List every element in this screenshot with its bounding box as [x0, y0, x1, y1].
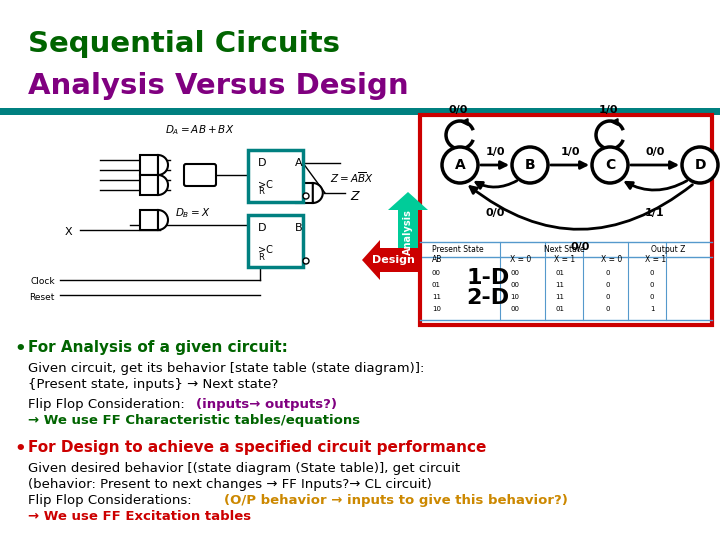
Text: 0: 0	[606, 282, 611, 288]
Text: 1: 1	[649, 306, 654, 312]
Text: >C: >C	[258, 245, 273, 255]
Text: For Design to achieve a specified circuit performance: For Design to achieve a specified circui…	[28, 440, 487, 455]
Text: 11: 11	[556, 282, 564, 288]
Text: AB: AB	[432, 255, 442, 265]
Text: Sequential Circuits: Sequential Circuits	[28, 30, 340, 58]
Text: For Analysis of a given circuit:: For Analysis of a given circuit:	[28, 340, 288, 355]
Text: Present State: Present State	[432, 245, 484, 253]
Text: X: X	[64, 227, 72, 237]
Text: R: R	[258, 187, 264, 197]
Text: 0: 0	[606, 294, 611, 300]
Text: R: R	[258, 253, 264, 261]
Circle shape	[592, 147, 628, 183]
Circle shape	[442, 147, 478, 183]
Text: 0: 0	[649, 270, 654, 276]
Bar	[18, 115, 418, 325]
Polygon shape	[362, 240, 422, 280]
Circle shape	[682, 147, 718, 183]
Text: A: A	[454, 158, 465, 172]
Text: 10: 10	[510, 294, 520, 300]
Text: B: B	[295, 223, 302, 233]
Text: 00: 00	[510, 270, 520, 276]
Text: D: D	[258, 223, 266, 233]
Text: (behavior: Present to next changes → FF Inputs?→ CL circuit): (behavior: Present to next changes → FF …	[28, 478, 432, 491]
Text: Design: Design	[372, 255, 415, 265]
Text: 0: 0	[649, 282, 654, 288]
Circle shape	[512, 147, 548, 183]
Text: X = 0: X = 0	[510, 255, 531, 265]
Bar	[140, 175, 158, 195]
Text: •: •	[14, 440, 26, 458]
Wedge shape	[158, 210, 168, 230]
Wedge shape	[312, 183, 323, 203]
Text: 0: 0	[606, 270, 611, 276]
Text: 11: 11	[432, 294, 441, 300]
Text: 1/0: 1/0	[560, 147, 580, 157]
Bar	[296, 183, 312, 203]
Wedge shape	[158, 155, 168, 175]
Text: 1-D: 1-D	[467, 268, 510, 288]
Text: 01: 01	[432, 282, 441, 288]
Text: 01: 01	[556, 306, 564, 312]
Text: (O/P behavior → inputs to give this behavior?): (O/P behavior → inputs to give this beha…	[224, 494, 568, 507]
FancyBboxPatch shape	[248, 215, 303, 267]
Text: Given circuit, get its behavior [state table (state diagram)]:: Given circuit, get its behavior [state t…	[28, 362, 424, 375]
Text: 1/1: 1/1	[645, 208, 665, 218]
Text: {Present state, inputs} → Next state?: {Present state, inputs} → Next state?	[28, 378, 278, 391]
Text: B: B	[525, 158, 535, 172]
Text: 0/0: 0/0	[449, 105, 468, 115]
Polygon shape	[388, 192, 428, 248]
Text: 0/0: 0/0	[645, 147, 665, 157]
FancyBboxPatch shape	[184, 164, 216, 186]
Text: 1/0: 1/0	[485, 147, 505, 157]
Text: Given desired behavior [(state diagram (State table)], get circuit: Given desired behavior [(state diagram (…	[28, 462, 460, 475]
Text: Next State: Next State	[544, 245, 585, 253]
Bar	[0, 108, 720, 115]
Text: D: D	[694, 158, 706, 172]
FancyBboxPatch shape	[420, 115, 712, 325]
Text: 01: 01	[556, 270, 564, 276]
Text: $D_B = X$: $D_B = X$	[175, 206, 210, 220]
Text: Output Z: Output Z	[651, 245, 685, 253]
Text: •: •	[14, 340, 26, 358]
Text: 00: 00	[432, 270, 441, 276]
Text: (inputs→ outputs?): (inputs→ outputs?)	[196, 398, 337, 411]
Text: $D_A = AB + BX$: $D_A = AB + BX$	[166, 123, 235, 137]
Text: A: A	[295, 158, 302, 168]
Text: Flip Flop Consideration:: Flip Flop Consideration:	[28, 398, 189, 411]
Text: X = 1: X = 1	[554, 255, 575, 265]
Bar	[140, 210, 158, 230]
Text: 0/0: 0/0	[570, 242, 590, 252]
Wedge shape	[158, 175, 168, 195]
Text: Z: Z	[350, 191, 359, 204]
Text: 2-D: 2-D	[467, 288, 510, 308]
Text: X = 0: X = 0	[601, 255, 622, 265]
Text: $Z = A\overline{B}X$: $Z = A\overline{B}X$	[330, 171, 374, 185]
Text: 1/0: 1/0	[598, 105, 618, 115]
Text: 11: 11	[556, 294, 564, 300]
FancyBboxPatch shape	[248, 150, 303, 202]
Text: → We use FF Excitation tables: → We use FF Excitation tables	[28, 510, 251, 523]
Text: >C: >C	[258, 180, 273, 190]
Text: 0/0: 0/0	[485, 208, 505, 218]
Text: Reset: Reset	[30, 293, 55, 301]
Text: 10: 10	[432, 306, 441, 312]
Text: 00: 00	[510, 306, 520, 312]
Text: 0: 0	[606, 306, 611, 312]
Text: Analysis Versus Design: Analysis Versus Design	[28, 72, 409, 100]
Bar	[140, 155, 158, 175]
Text: Clock: Clock	[30, 278, 55, 287]
Text: → We use FF Characteristic tables/equations: → We use FF Characteristic tables/equati…	[28, 414, 360, 427]
Text: 0: 0	[649, 294, 654, 300]
Text: 00: 00	[510, 282, 520, 288]
Text: D: D	[258, 158, 266, 168]
Circle shape	[303, 258, 309, 264]
Circle shape	[303, 193, 309, 199]
Text: C: C	[605, 158, 615, 172]
Text: Flip Flop Considerations:: Flip Flop Considerations:	[28, 494, 196, 507]
Text: X = 1: X = 1	[645, 255, 666, 265]
Text: Analysis: Analysis	[403, 209, 413, 255]
